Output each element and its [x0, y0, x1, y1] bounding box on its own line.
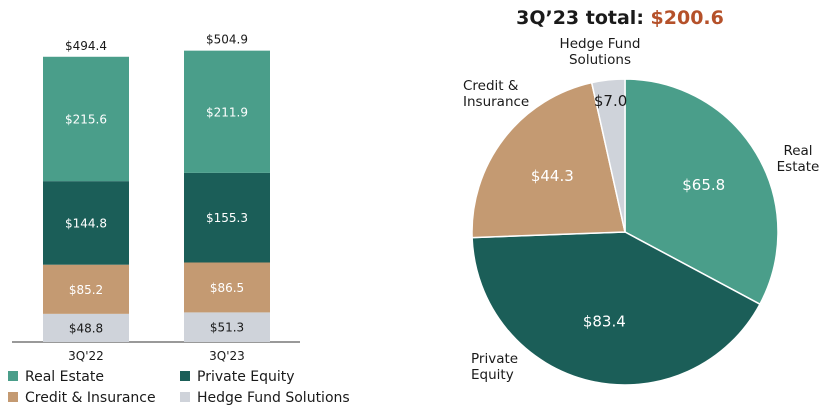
stacked-bar-chart: $48.8 $85.2 $144.8 $215.6 $494.4 3Q'22 $51.3 $8… [12, 33, 300, 363]
x-tick-label: 3Q'22 [68, 349, 104, 363]
bar-value-label: $144.8 [65, 216, 107, 230]
bar-total-label: $494.4 [65, 39, 107, 53]
pie-category-label: Insurance [463, 94, 529, 110]
pie-title-value: $200.6 [651, 7, 724, 29]
legend-swatch-credit-insurance [8, 392, 18, 402]
bar-value-label: $85.2 [69, 283, 103, 297]
bar-segment-real-estate-0 [43, 56, 129, 182]
legend-swatch-private-equity [180, 371, 190, 381]
pie-value-label: $44.3 [531, 167, 574, 185]
bar-segment-hedge-fund-1 [184, 312, 270, 342]
legend-swatch-real-estate [8, 371, 18, 381]
pie-category-label: Private [471, 351, 518, 367]
pie-title-prefix: 3Q’23 total: [516, 7, 650, 29]
pie-slice-private-equity [471, 231, 761, 386]
bar-value-label: $51.3 [210, 321, 244, 335]
legend-label: Hedge Fund Solutions [197, 390, 350, 406]
pie-slice-credit-insurance [471, 81, 626, 239]
bar-value-label: $155.3 [206, 211, 248, 225]
pie-value-label: $83.4 [583, 312, 626, 330]
bar-total-label: $504.9 [206, 33, 248, 47]
pie-value-label: $65.8 [682, 176, 725, 194]
pie-category-label: Solutions [569, 52, 631, 68]
bar-value-label: $86.5 [210, 281, 244, 295]
pie-value-label: $7.0 [594, 92, 627, 110]
bar-segment-hedge-fund-0 [43, 313, 129, 342]
bar-segment-real-estate-1 [184, 50, 270, 173]
pie-category-label: Real [783, 143, 812, 159]
bar-segment-private-equity-1 [184, 172, 270, 263]
pie-slice-real-estate [624, 78, 779, 306]
pie-category-label: Equity [471, 367, 514, 383]
bar-value-label: $215.6 [65, 112, 107, 126]
legend-label: Private Equity [197, 369, 295, 385]
bar-segment-credit-insurance-0 [43, 264, 129, 314]
bar-value-label: $48.8 [69, 321, 103, 335]
bar-value-label: $211.9 [206, 105, 248, 119]
pie-category-label: Estate [777, 159, 820, 175]
pie-category-label: Hedge Fund [560, 36, 641, 52]
legend-swatch-hedge-fund [180, 392, 190, 402]
bar-segment-private-equity-0 [43, 181, 129, 265]
legend-label: Real Estate [25, 369, 104, 385]
pie-slice-hedge-fund [590, 78, 626, 233]
pie-category-label: Credit & [463, 78, 519, 94]
bar-legend: Real Estate Private Equity Credit & Insura… [8, 369, 350, 406]
x-tick-label: 3Q'23 [209, 349, 245, 363]
pie-title: 3Q’23 total: $200.6 [516, 7, 724, 29]
bar-segment-credit-insurance-1 [184, 262, 270, 313]
legend-label: Credit & Insurance [25, 390, 156, 406]
